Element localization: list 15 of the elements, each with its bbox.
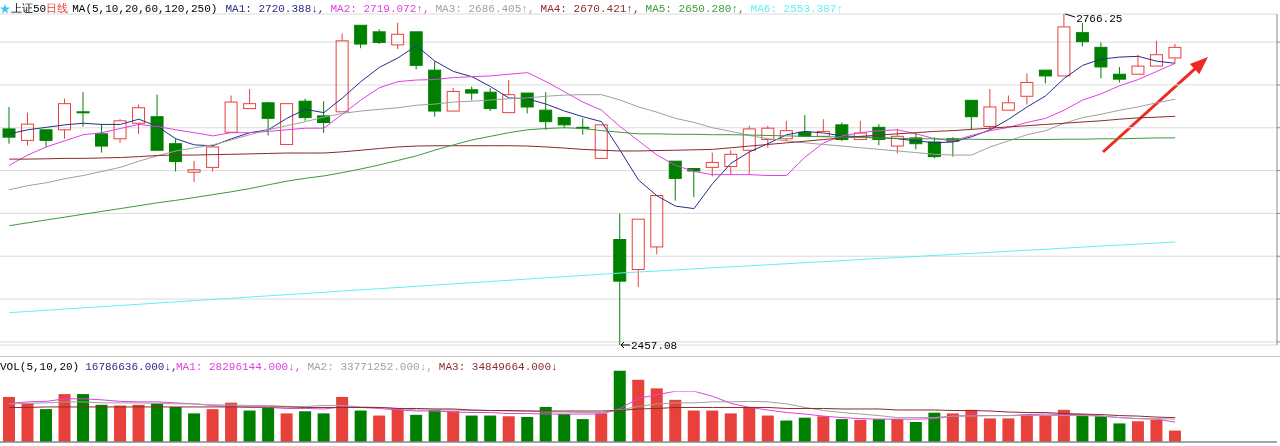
text: MA4: 2670.421↑, [540,2,640,15]
chart-subtitle: 日线 [46,3,69,15]
text: MA3: 34849664.000↓ [438,361,558,373]
text: MA1: 28296144.000↓, [176,361,302,373]
text: MA2: 2719.072↑, [330,2,430,15]
text: MA5: 2650.280↑, [645,2,745,15]
text: MA2: 33771252.000↓, [307,361,433,373]
annotation: 2766.25 [1076,13,1123,25]
text: MA6: 2553.387↑ [750,2,844,15]
legend-title: MA(5,10,20,60,120,250) [72,2,218,15]
chart-title: VOL(5,10,20) [0,361,80,373]
chart-title: 上证50 [11,3,47,15]
text: MA3: 2686.405↑, [435,2,535,15]
text: MA1: 2720.388↓, [225,2,325,15]
annotation: 2457.08 [630,340,678,352]
